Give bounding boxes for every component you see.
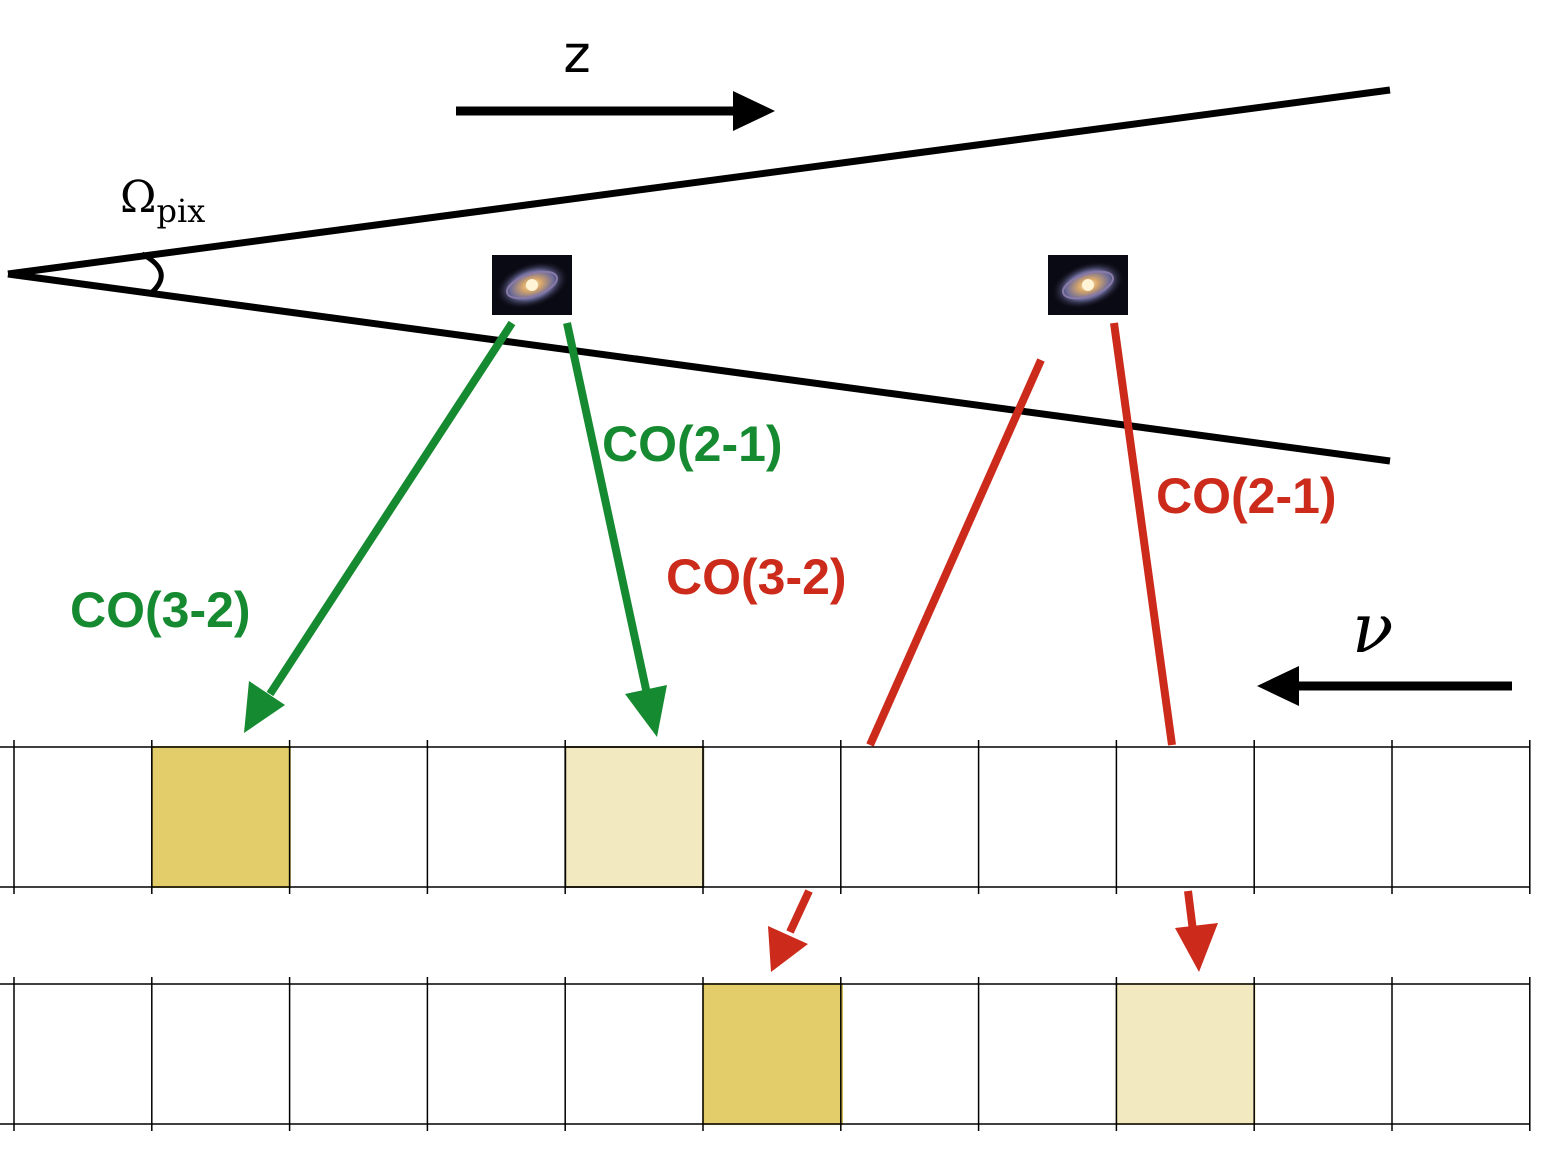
pixel-beam-cone [7, 86, 1391, 465]
galaxy-icon [1048, 255, 1128, 315]
red-co32-label: CO(3-2) [666, 549, 847, 605]
red-co21-label: CO(2-1) [1156, 468, 1337, 524]
red-co21-arrow [1110, 322, 1218, 972]
red-co32-arrow [768, 358, 1045, 972]
z-direction-arrow [456, 91, 775, 131]
nu-axis-label: ν [1352, 590, 1393, 669]
green-co32-arrow [244, 320, 516, 733]
channel-cell-filled [1115, 983, 1256, 1125]
frequency-direction-arrow [1257, 666, 1512, 706]
green-co21-arrow [563, 322, 667, 737]
frequency-channels-row-2 [0, 977, 1531, 1131]
channel-cell-filled [702, 983, 844, 1125]
omega-pix-label: Ωpix [120, 172, 205, 230]
z-axis-label: z [563, 25, 590, 85]
green-co32-label: CO(3-2) [70, 582, 251, 638]
galaxy-icon [492, 255, 572, 315]
green-co21-label: CO(2-1) [602, 416, 783, 472]
frequency-channels-row-1 [0, 740, 1531, 894]
channel-cell-filled [151, 746, 291, 888]
channel-cell-filled [564, 746, 705, 888]
